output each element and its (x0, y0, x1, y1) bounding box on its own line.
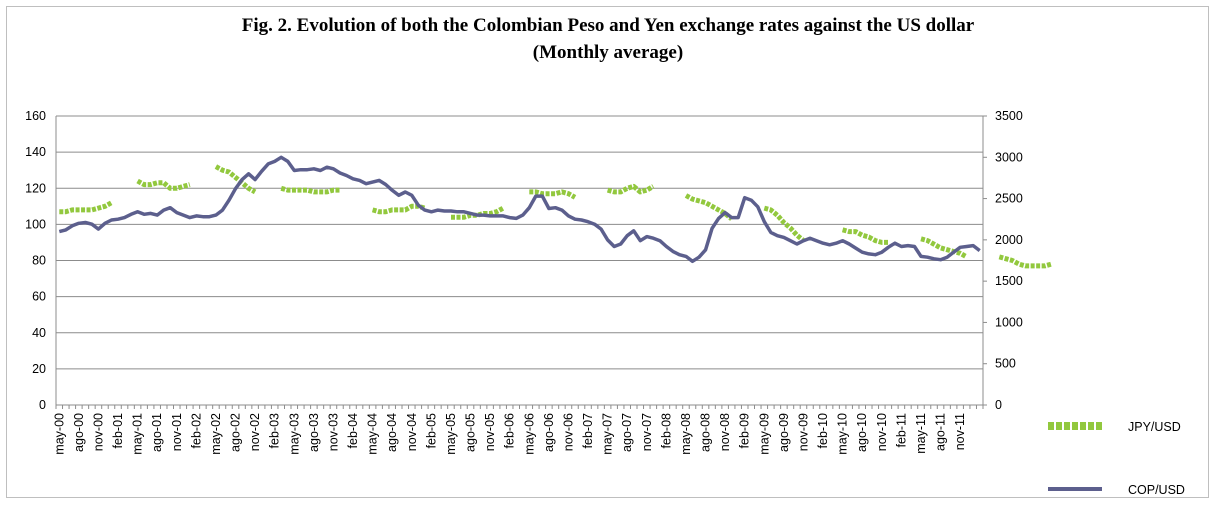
right-y-tick-label: 2000 (995, 233, 1023, 247)
x-tick-label: may-00 (52, 413, 66, 455)
x-tick-label: feb-08 (659, 413, 673, 448)
x-tick-label: feb-09 (738, 413, 752, 448)
left-y-tick-label: 40 (32, 326, 46, 340)
left-y-tick-label: 0 (39, 398, 46, 412)
left-y-tick-label: 60 (32, 290, 46, 304)
x-tick-label: nov-04 (405, 413, 419, 451)
x-tick-label: ago-08 (699, 413, 713, 452)
x-tick-label: may-08 (679, 413, 693, 455)
x-tick-label: may-06 (522, 413, 536, 455)
right-y-tick-label: 3500 (995, 109, 1023, 123)
x-tick-label: ago-00 (72, 413, 86, 452)
right-y-tick-label: 0 (995, 398, 1002, 412)
x-tick-label: may-11 (914, 413, 928, 454)
legend-label-jpy-usd: JPY/USD (1128, 420, 1181, 434)
x-tick-label: nov-05 (483, 413, 497, 451)
x-tick-label: nov-09 (796, 413, 810, 451)
x-tick-label: nov-08 (718, 413, 732, 451)
left-y-axis: 0 20 40 60 80 100 120 140 160 (25, 109, 57, 412)
x-tick-label: ago-02 (229, 413, 243, 452)
right-y-tick-label: 2500 (995, 192, 1023, 206)
left-y-tick-label: 80 (32, 254, 46, 268)
chart-title: Fig. 2. Evolution of both the Colombian … (0, 12, 1216, 66)
x-tick-label: nov-11 (953, 413, 967, 450)
x-tick-label: feb-03 (268, 413, 282, 448)
x-tick-label: may-02 (209, 413, 223, 455)
x-tick-label: nov-01 (170, 413, 184, 451)
x-tick-label: ago-09 (777, 413, 791, 452)
x-tick-label: ago-11 (934, 413, 948, 451)
x-tick-label: ago-06 (542, 413, 556, 452)
legend: JPY/USD COP/USD (1048, 420, 1185, 497)
left-y-tick-label: 160 (25, 109, 46, 123)
x-tick-label: feb-02 (189, 413, 203, 448)
legend-label-cop-usd: COP/USD (1128, 483, 1185, 497)
x-tick-label: nov-06 (561, 413, 575, 451)
chart-title-line1: Fig. 2. Evolution of both the Colombian … (241, 15, 975, 36)
right-y-tick-label: 500 (995, 357, 1016, 371)
x-tick-label: ago-07 (620, 413, 634, 452)
x-tick-label: may-07 (601, 413, 615, 455)
x-tick-label: nov-00 (91, 413, 105, 451)
x-tick-label: ago-10 (855, 413, 869, 452)
x-axis: may-00 ago-00 nov-00 feb-01 may-01 ago-01 nov-… (52, 404, 984, 455)
x-tick-label: ago-03 (307, 413, 321, 452)
x-tick-label: feb-01 (111, 413, 125, 448)
left-y-tick-label: 120 (25, 181, 46, 195)
x-tick-label: may-04 (366, 413, 380, 455)
x-tick-label: may-01 (131, 413, 145, 455)
x-tick-label: feb-06 (503, 413, 517, 448)
x-tick-label: nov-02 (248, 413, 262, 451)
x-tick-label: feb-07 (581, 413, 595, 448)
x-tick-label: feb-04 (346, 413, 360, 448)
right-y-tick-label: 1500 (995, 274, 1023, 288)
cop-usd-series-line (58, 155, 981, 264)
right-y-tick-label: 1000 (995, 315, 1023, 329)
x-tick-label: ago-05 (464, 413, 478, 452)
x-tick-label: may-10 (836, 413, 850, 455)
right-y-axis: 0 500 1000 1500 2000 2500 3000 3500 (982, 109, 1023, 412)
left-y-tick-label: 20 (32, 362, 46, 376)
series-lines (58, 155, 1053, 269)
x-tick-label: ago-04 (385, 413, 399, 452)
left-y-tick-label: 100 (25, 217, 46, 231)
jpy-usd-series-line (59, 164, 1053, 269)
x-tick-label: may-09 (757, 413, 771, 455)
x-tick-label: ago-01 (150, 413, 164, 452)
left-y-tick-label: 140 (25, 145, 46, 159)
chart-frame (6, 6, 1209, 498)
x-tick-label: feb-10 (816, 413, 830, 448)
x-tick-label: nov-03 (326, 413, 340, 451)
x-tick-label: nov-07 (640, 413, 654, 451)
x-tick-label: feb-05 (424, 413, 438, 448)
x-tick-label: nov-10 (875, 413, 889, 451)
chart-title-line2: (Monthly average) (532, 42, 684, 63)
x-tick-label: may-03 (287, 413, 301, 455)
x-tick-label: may-05 (444, 413, 458, 455)
gridlines (56, 115, 983, 370)
x-tick-label: feb-11 (894, 413, 908, 448)
right-y-tick-label: 3000 (995, 150, 1023, 164)
